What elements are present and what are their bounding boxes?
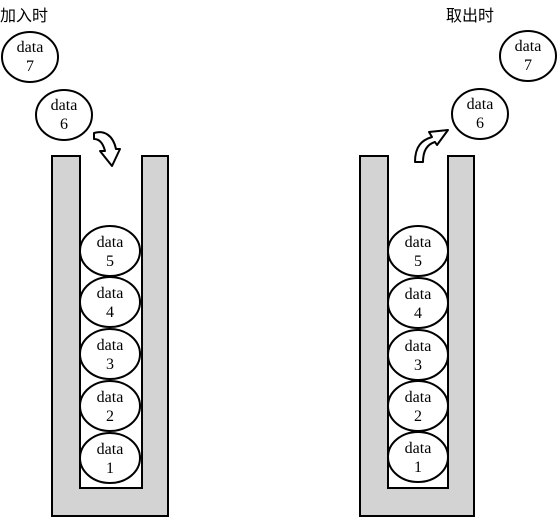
right-stack-node-1: data 1	[387, 431, 449, 483]
svg-text:data: data	[467, 96, 494, 113]
right-outside-node-6: data 6	[451, 88, 509, 140]
svg-text:7: 7	[26, 58, 34, 75]
svg-text:data: data	[97, 441, 124, 458]
left-stack-node-1: data 1	[79, 432, 141, 484]
svg-text:1: 1	[106, 460, 114, 477]
svg-text:6: 6	[476, 115, 484, 132]
svg-text:2: 2	[106, 408, 114, 425]
push-arrow-icon	[93, 131, 121, 167]
right-stack-node-3: data 3	[387, 329, 449, 381]
svg-text:1: 1	[414, 459, 422, 476]
svg-text:data: data	[97, 337, 124, 354]
svg-text:7: 7	[524, 57, 532, 74]
svg-text:data: data	[405, 338, 432, 355]
svg-text:data: data	[405, 389, 432, 406]
right-stack-container	[359, 155, 475, 517]
svg-text:4: 4	[106, 304, 114, 321]
left-stack-node-5: data 5	[79, 225, 141, 277]
svg-text:3: 3	[106, 356, 114, 373]
svg-text:data: data	[405, 440, 432, 457]
left-stack-node-4: data 4	[79, 276, 141, 328]
svg-text:data: data	[97, 234, 124, 251]
left-stack-container	[51, 155, 169, 517]
right-panel-title: 取出时	[446, 6, 494, 25]
left-outside-node-6: data 6	[35, 89, 93, 141]
left-panel: 加入时 data 7 data 6 data 5 data 4	[0, 6, 169, 517]
svg-text:2: 2	[414, 408, 422, 425]
right-outside-node-7: data 7	[499, 30, 557, 82]
right-stack-node-5: data 5	[387, 225, 449, 277]
svg-text:4: 4	[414, 305, 422, 322]
left-stack-node-2: data 2	[79, 380, 141, 432]
left-panel-title: 加入时	[0, 6, 48, 25]
right-stack-node-2: data 2	[387, 380, 449, 432]
left-outside-node-7: data 7	[1, 31, 59, 83]
svg-text:5: 5	[106, 253, 114, 270]
svg-text:data: data	[405, 234, 432, 251]
left-stack-node-3: data 3	[79, 328, 141, 380]
svg-text:3: 3	[414, 357, 422, 374]
svg-text:data: data	[405, 286, 432, 303]
svg-text:data: data	[97, 285, 124, 302]
right-panel: 取出时 data 7 data 6 data 5 data 4	[359, 6, 557, 517]
svg-text:data: data	[51, 97, 78, 114]
svg-text:data: data	[515, 38, 542, 55]
svg-text:data: data	[17, 39, 44, 56]
svg-text:5: 5	[414, 253, 422, 270]
pop-arrow-icon	[414, 129, 449, 163]
svg-text:data: data	[97, 389, 124, 406]
svg-text:6: 6	[60, 116, 68, 133]
right-stack-node-4: data 4	[387, 277, 449, 329]
